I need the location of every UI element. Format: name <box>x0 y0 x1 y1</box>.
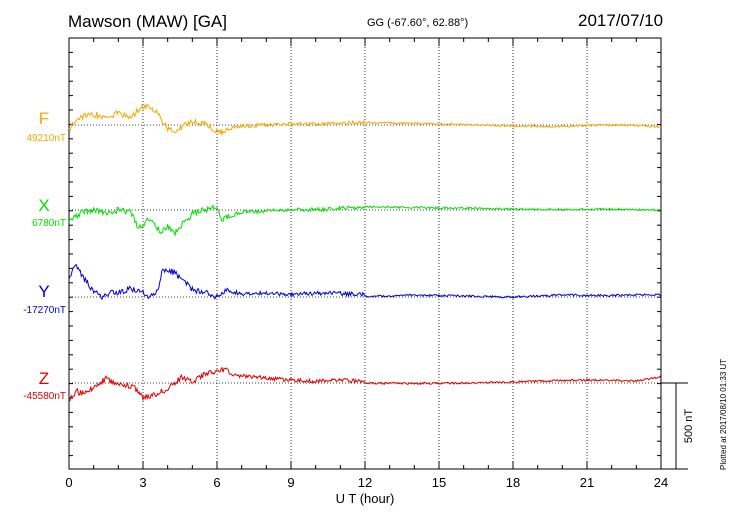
x-tick-label: 6 <box>213 475 220 490</box>
x-tick-label: 12 <box>358 475 372 490</box>
x-tick-label: 9 <box>287 475 294 490</box>
date-label: 2017/07/10 <box>578 11 664 30</box>
x-tick-label: 18 <box>506 475 520 490</box>
coordinates-label: GG (-67.60°, 62.88°) <box>367 17 469 29</box>
series-line-y <box>68 263 662 301</box>
baseline-value-f: 49210nT <box>27 133 66 144</box>
series-label-z: Z <box>39 369 49 388</box>
x-tick-label: 0 <box>65 475 72 490</box>
baseline-value-z: -45580nT <box>23 391 66 402</box>
x-tick-label: 21 <box>580 475 594 490</box>
x-tick-label: 15 <box>432 475 446 490</box>
x-axis-label: U T (hour) <box>336 491 395 506</box>
series-label-f: F <box>39 109 49 128</box>
x-tick-label: 24 <box>654 475 668 490</box>
series-line-z <box>68 366 662 402</box>
series-label-x: X <box>38 196 49 215</box>
series-label-y: Y <box>38 282 49 301</box>
baseline-value-x: 6780nT <box>32 218 66 229</box>
chart-title: Mawson (MAW) [GA] <box>68 12 227 31</box>
series-line-x <box>68 204 662 237</box>
x-tick-label: 3 <box>139 475 146 490</box>
scale-bar-label: 500 nT <box>683 409 695 444</box>
baseline-value-y: -17270nT <box>23 305 66 316</box>
series-line-f <box>68 103 662 137</box>
